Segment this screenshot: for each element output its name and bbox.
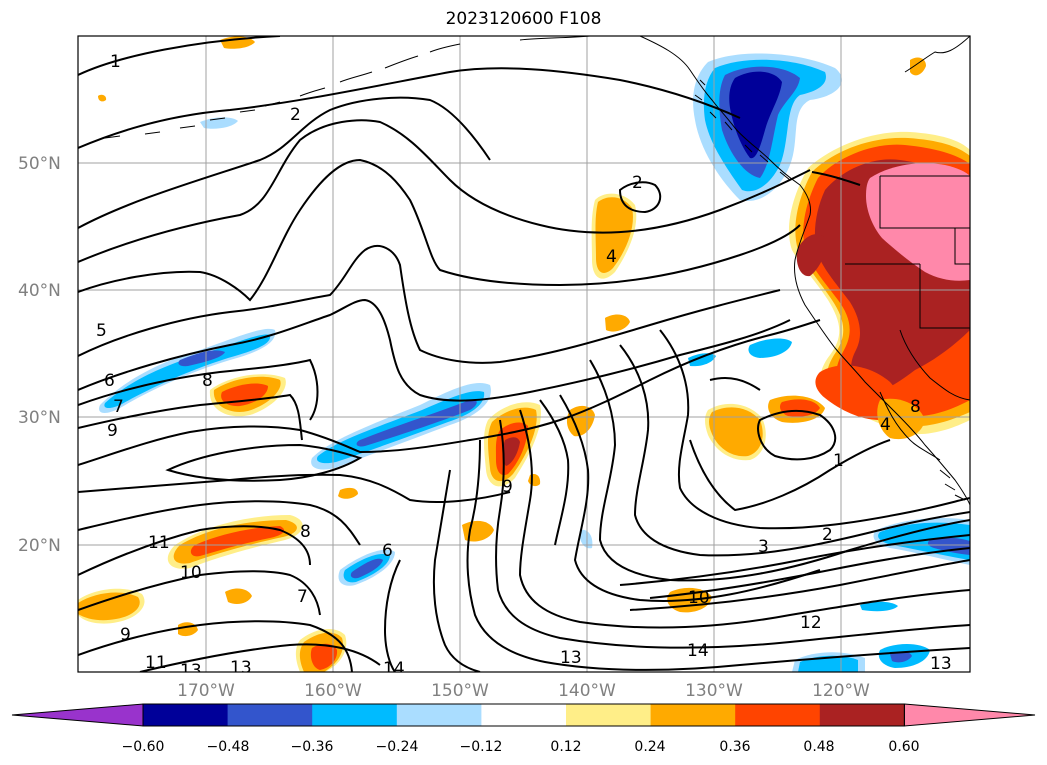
contour-label: 8 [910,397,921,417]
contour-label: 12 [800,613,822,633]
contour-label: 13 [560,648,582,668]
colorbar-extend-high [903,703,1036,727]
colorbar-segment [650,704,736,726]
contour-label: 7 [113,397,124,417]
colorbar-extend-low [11,703,144,727]
contour-label: 5 [96,321,107,341]
colorbar [11,703,1036,727]
contour-label: 4 [880,415,891,435]
contour-label: 13 [180,661,202,681]
colorbar-segment [312,704,398,726]
colorbar-tick-label: 0.60 [888,739,919,755]
map-title: 2023120600 F108 [445,9,602,29]
contour-label: 1 [833,451,844,471]
lat-label: 20°N [18,536,61,556]
contour-label: 2 [822,525,833,545]
lat-label: 50°N [18,154,61,174]
coastlines [104,36,970,506]
contour-label: 13 [930,654,952,674]
colorbar-tick-labels: −0.60 −0.48 −0.36 −0.24 −0.12 0.12 0.24 … [122,739,920,755]
contour-label: 10 [688,588,710,608]
latitude-labels: 50°N 40°N 30°N 20°N [18,154,61,556]
contour-label: 2 [632,173,643,193]
contour-label: 9 [107,421,118,441]
colorbar-tick-label: −0.48 [207,739,250,755]
contour-label: 1 [110,52,121,72]
contour-label: 10 [180,563,202,583]
longitude-labels: 170°W 160°W 150°W 140°W 130°W 120°W [177,681,870,701]
colorbar-tick-label: 0.24 [634,739,665,755]
contour-label: 6 [104,371,115,391]
colorbar-tick-label: −0.12 [460,739,503,755]
contour-label: 2 [290,105,301,125]
colorbar-outline [142,703,905,727]
contour-label: 11 [145,653,167,673]
contour-label: 13 [230,658,252,678]
colorbar-segment [227,704,313,726]
colorbar-segment [735,704,821,726]
contour-label: 9 [502,477,513,497]
colorbar-segment [566,704,652,726]
colorbar-tick-label: −0.60 [122,739,165,755]
colorbar-segment [396,704,482,726]
lat-label: 40°N [18,281,61,301]
contour-label: 14 [687,641,709,661]
colorbar-tick-label: −0.24 [376,739,419,755]
colorbar-segment [143,704,229,726]
colorbar-segment [819,704,905,726]
lon-label: 120°W [812,681,870,701]
contour-lines [78,36,970,672]
contour-label: 3 [758,537,769,557]
colorbar-tick-label: 0.12 [550,739,581,755]
contour-label: 9 [120,625,131,645]
colorbar-tick-label: 0.36 [719,739,750,755]
lon-label: 160°W [304,681,362,701]
map-frame [77,35,971,673]
contour-label: 8 [300,522,311,542]
colorbar-tick-label: −0.36 [291,739,334,755]
lon-label: 130°W [685,681,743,701]
lon-label: 140°W [558,681,616,701]
colorbar-segment [481,704,567,726]
colorbar-tick-label: 0.48 [803,739,834,755]
lon-label: 170°W [177,681,235,701]
contour-label: 4 [606,247,617,267]
map-area: 1 2 2 4 5 6 7 8 9 9 10 11 11 13 14 13 14… [78,36,970,681]
contour-label: 8 [202,371,213,391]
lat-label: 30°N [18,408,61,428]
lon-label: 150°W [431,681,489,701]
contour-label: 11 [148,533,170,553]
contour-label-group: 1 2 2 4 5 6 7 8 9 9 10 11 11 13 14 13 14… [96,52,952,681]
contour-label: 14 [383,659,405,679]
contour-label: 7 [297,587,308,607]
contour-label: 6 [382,541,393,561]
